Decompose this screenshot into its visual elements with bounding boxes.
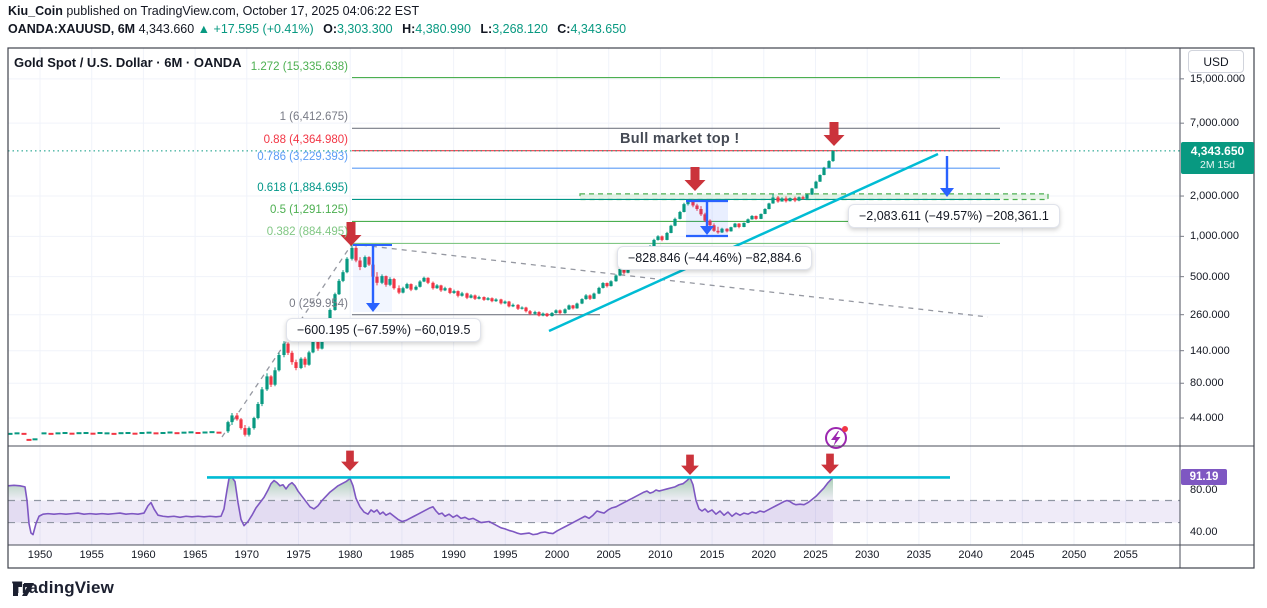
year-label-1955: 1955 [79,549,104,561]
open-value: 3,303.300 [336,22,393,36]
year-label-2050: 2050 [1061,549,1087,561]
chart-frame [7,47,1255,569]
year-label-2010: 2010 [648,549,673,561]
last-price-badge: 4,343.650 2M 15d [1181,142,1254,174]
year-label-2035: 2035 [906,549,932,561]
rsi-axis-label-1: 40.00 [1190,526,1218,538]
measure-tooltip-2: −2,083.611 (−49.57%) −208,361.1 [848,204,1060,228]
red-arrow-rsi-0[interactable] [341,450,359,471]
year-label-1985: 1985 [389,549,415,561]
price-axis-label-5: 260.000 [1190,308,1230,321]
measure-tooltip-0: −600.195 (−67.59%) −60,019.5 [286,318,482,342]
price-axis-label-8: 44.000 [1190,412,1224,424]
tradingview-logo[interactable]: TradingView [12,578,114,598]
close-value: 4,343.650 [570,22,627,36]
year-label-1990: 1990 [441,549,466,561]
chart-legend-title[interactable]: Gold Spot / U.S. Dollar · 6M · OANDA [14,55,242,70]
year-label-2020: 2020 [751,549,777,561]
fib-label-4: 0.618 (1,884.695) [257,182,348,195]
tradingview-mark-icon [13,583,34,596]
fib-label-1: 1 (6,412.675) [279,111,348,124]
year-label-2040: 2040 [958,549,983,561]
currency-button[interactable]: USD [1188,50,1244,73]
price-range-tool-2011[interactable] [686,199,728,238]
year-label-1995: 1995 [493,549,518,561]
price-axis-label-4: 500.000 [1190,270,1230,283]
fib-label-2: 0.88 (4,364.980) [263,133,348,146]
target-zone-box[interactable] [579,193,1049,201]
price-axis-label-6: 140.000 [1190,344,1230,357]
up-triangle-icon: ▲ [197,22,211,36]
red-arrow-rsi-2[interactable] [821,453,839,474]
rsi-value-badge: 91.19 [1181,469,1227,485]
fib-label-0: 1.272 (15,335.638) [250,60,348,73]
rsi-line[interactable] [7,476,834,536]
low-value: 3,268.120 [492,22,548,36]
fib-label-5: 0.5 (1,291.125) [269,204,348,217]
year-label-2000: 2000 [544,549,570,561]
year-label-2030: 2030 [854,549,880,561]
measure-tooltip-1: −828.846 (−44.46%) −82,884.6 [617,246,813,270]
year-label-2005: 2005 [596,549,621,561]
symbol-label: OANDA:XAUUSD, 6M [8,22,136,36]
year-label-1960: 1960 [131,549,156,561]
year-label-1975: 1975 [286,549,311,561]
symbol-ohlc-line: OANDA:XAUUSD, 6M 4,343.660 ▲ +17.595 (+0… [8,22,626,36]
dashed-trendline-1[interactable] [351,243,989,318]
rsi-area-fill [8,477,833,545]
year-label-2055: 2055 [1113,549,1138,561]
signal-lightning-icon[interactable] [825,426,848,449]
red-arrow-top-0[interactable] [340,222,362,246]
publish-text: published on TradingView.com, October 17… [62,4,420,18]
year-label-1965: 1965 [182,549,208,561]
price-axis-label-3: 1,000.000 [1190,230,1239,243]
rsi-axis-label-0: 80.00 [1190,484,1218,496]
low-label: L: [480,22,493,36]
year-label-1980: 1980 [337,549,363,561]
grid [8,48,1180,545]
price-axis-label-1: 7,000.000 [1190,117,1239,130]
last-price-badge-value: 4,343.650 [1190,144,1245,158]
tradingview-logo-text: TradingView [12,578,115,597]
dashed-trendline-0[interactable] [221,243,353,438]
price-axis-label-0: 15,000.000 [1190,72,1246,85]
candlestick-series[interactable] [226,150,835,437]
red-arrow-top-1[interactable] [684,167,706,191]
price-range-tool-1980[interactable] [353,244,392,312]
high-value: 4,380.990 [415,22,471,36]
price-axis-label-2: 2,000.000 [1190,190,1239,203]
rsi-band [8,500,1180,523]
year-label-1950: 1950 [27,549,53,561]
fib-label-3: 0.786 (3,229.393) [257,151,348,164]
year-label-2045: 2045 [1010,549,1035,561]
red-arrow-rsi-1[interactable] [681,454,699,475]
projection-arrow[interactable] [940,156,954,197]
high-label: H: [402,22,416,36]
year-label-1970: 1970 [234,549,260,561]
open-label: O: [323,22,337,36]
price-change: +17.595 (+0.41%) [213,22,314,36]
close-label: C: [557,22,571,36]
price-axis-label-7: 80.000 [1190,377,1224,390]
fib-label-7: 0 (259.954) [289,297,348,310]
year-label-2015: 2015 [699,549,725,561]
publish-line: Kiu_Coin published on TradingView.com, O… [8,4,419,18]
red-arrow-top-2[interactable] [823,122,845,146]
last-price: 4,343.660 [138,22,195,36]
year-label-2025: 2025 [803,549,828,561]
bull-market-top-note[interactable]: Bull market top ! [620,131,740,147]
bar-countdown: 2M 15d [1199,159,1236,171]
fib-label-6: 0.382 (884.495) [266,226,348,239]
flat-doji-marks [7,431,222,441]
cyan-trendline[interactable] [548,152,939,333]
author-name: Kiu_Coin [8,4,63,18]
